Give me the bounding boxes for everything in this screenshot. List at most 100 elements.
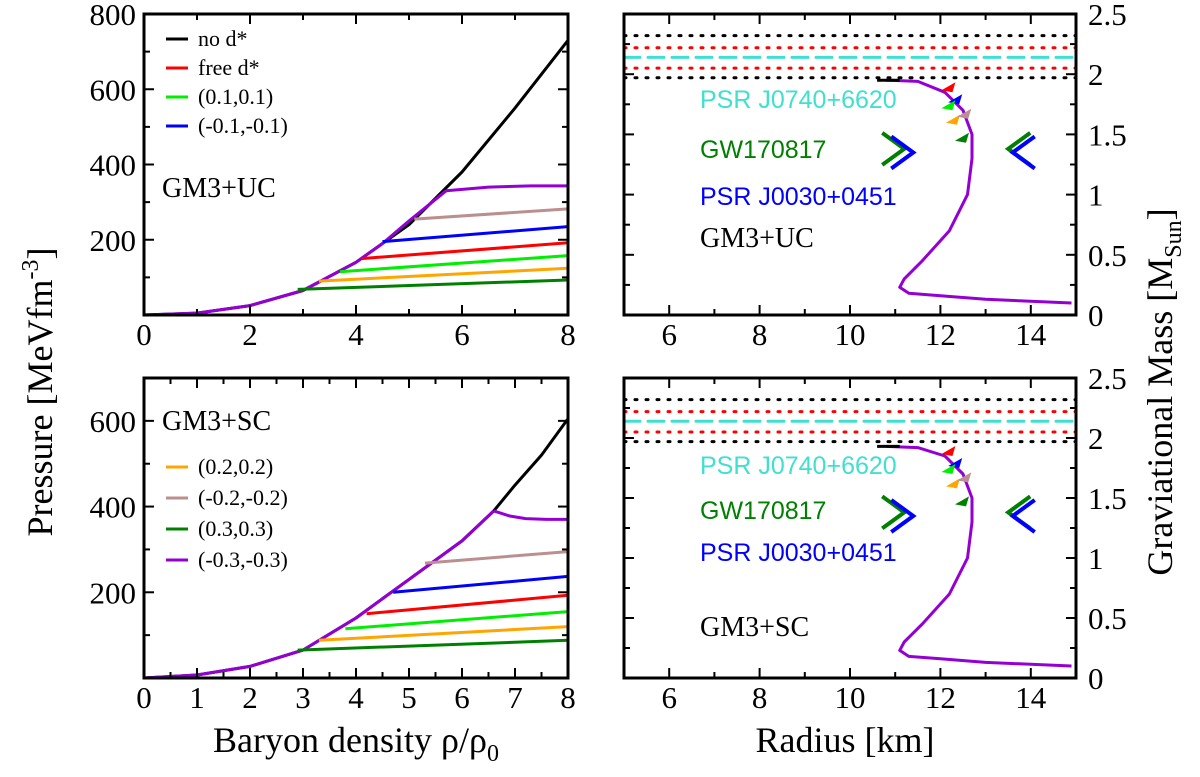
x-tick-label-bottom-left: 6 bbox=[454, 680, 470, 715]
x-tick-label-bottom-left: 8 bbox=[560, 680, 576, 715]
mr-marker-top-right-0 bbox=[941, 82, 956, 93]
x-tick-label-top-left: 8 bbox=[560, 317, 576, 352]
y-tick-label-top-right: 1.5 bbox=[1088, 117, 1127, 152]
left-x-axis-label: Baryon density ρ/ρ0 bbox=[213, 720, 499, 767]
y-tick-label-top-left: 600 bbox=[90, 72, 137, 107]
x-tick-label-top-left: 2 bbox=[242, 317, 258, 352]
right-y-axis-label: Graviational Mass [MSun] bbox=[1140, 208, 1187, 575]
x-tick-label-bottom-left: 1 bbox=[189, 680, 205, 715]
x-tick-label-top-left: 0 bbox=[136, 317, 152, 352]
series-top-left-2 bbox=[361, 241, 568, 261]
x-tick-label-bottom-left: 5 bbox=[401, 680, 417, 715]
mr-marker-bottom-right-0 bbox=[941, 446, 956, 456]
gw-marker-top-right-1 bbox=[890, 134, 917, 171]
series-bottom-left-1 bbox=[144, 509, 495, 678]
mr-marker-top-right-4 bbox=[957, 108, 972, 119]
obs-psr0030-top: PSR J0030+0451 bbox=[700, 183, 897, 211]
y-tick-label-top-left: 800 bbox=[90, 0, 137, 32]
top-left-model-label: GM3+UC bbox=[162, 173, 276, 204]
plot-area-top-right bbox=[624, 34, 1076, 305]
series-bottom-left-8 bbox=[493, 509, 568, 521]
x-tick-label-bottom-left: 3 bbox=[295, 680, 311, 715]
series-top-left-6 bbox=[414, 207, 568, 221]
x-tick-label-bottom-left: 7 bbox=[507, 680, 523, 715]
right-x-axis-label: Radius [km] bbox=[756, 720, 935, 760]
y-tick-label-bottom-right: 2.5 bbox=[1088, 361, 1127, 396]
x-tick-label-bottom-right: 10 bbox=[835, 680, 866, 715]
x-tick-label-bottom-right: 6 bbox=[661, 680, 677, 715]
mr-marker-top-right-2 bbox=[941, 100, 956, 111]
gw-marker-top-right-0 bbox=[881, 131, 908, 167]
y-tick-label-top-right: 0 bbox=[1088, 298, 1104, 333]
series-top-right-0 bbox=[886, 78, 1072, 305]
panel-top-left: 0 2 4 6 8 200 400 600 800 bbox=[90, 0, 576, 352]
y-tick-label-top-left: 400 bbox=[90, 148, 137, 183]
y-tick-label-bottom-right: 1.5 bbox=[1088, 481, 1127, 516]
y-tick-label-top-left: 200 bbox=[90, 223, 137, 258]
bottom-right-model-label: GM3+SC bbox=[700, 612, 809, 643]
gw-marker-top-right-3 bbox=[1009, 134, 1036, 171]
x-tick-label-bottom-right: 8 bbox=[752, 680, 768, 715]
y-tick-label-bottom-left: 200 bbox=[90, 575, 137, 610]
x-tick-label-top-right: 14 bbox=[1015, 317, 1047, 352]
y-tick-label-bottom-left: 400 bbox=[90, 490, 137, 525]
bottom-left-model-label: GM3+SC bbox=[162, 406, 271, 437]
left-y-label-sup: -3 bbox=[18, 260, 44, 280]
right-y-label-end: ] bbox=[1140, 208, 1180, 220]
y-tick-label-top-right: 2 bbox=[1088, 57, 1104, 92]
gw-marker-bottom-right-1 bbox=[890, 498, 917, 534]
x-tick-label-bottom-left: 4 bbox=[348, 680, 364, 715]
panel-bottom-left: 0 1 2 3 4 5 6 7 8 200 400 600 bbox=[90, 376, 576, 715]
frame-bottom-right bbox=[622, 376, 1078, 680]
left-y-axis-label: Pressure [MeVfm-3] bbox=[18, 248, 60, 537]
x-tick-label-top-right: 10 bbox=[835, 317, 866, 352]
gw-marker-bottom-right-3 bbox=[1009, 498, 1036, 534]
x-tick-label-top-right: 6 bbox=[661, 317, 677, 352]
x-tick-label-bottom-right: 12 bbox=[925, 680, 956, 715]
left-y-label-end: ] bbox=[20, 248, 60, 260]
right-y-label-sub: Sun bbox=[1161, 220, 1187, 257]
x-tick-label-top-right: 12 bbox=[925, 317, 956, 352]
gw-marker-bottom-right-0 bbox=[881, 494, 908, 531]
plot-area-top-left bbox=[144, 39, 568, 315]
x-tick-label-bottom-left: 2 bbox=[242, 680, 258, 715]
left-y-label-main: Pressure [MeVfm bbox=[20, 280, 60, 537]
series-top-left-4 bbox=[382, 225, 568, 244]
series-top-left-3 bbox=[339, 254, 568, 274]
top-right-model-label: GM3+UC bbox=[700, 223, 814, 254]
series-top-left-8 bbox=[445, 184, 568, 193]
mr-marker-top-right-1 bbox=[948, 94, 963, 105]
x-tick-label-bottom-right: 14 bbox=[1015, 680, 1047, 715]
series-top-left-7 bbox=[297, 278, 568, 291]
obs-gw-top: GW170817 bbox=[700, 136, 826, 164]
plot-area-bottom-left bbox=[144, 417, 568, 678]
frame-top-right bbox=[622, 12, 1078, 317]
mr-marker-top-right-3 bbox=[945, 114, 960, 125]
y-tick-label-top-right: 1 bbox=[1088, 178, 1104, 213]
series-bottom-left-5 bbox=[318, 625, 568, 642]
x-tick-label-bottom-left: 0 bbox=[136, 680, 152, 715]
x-tick-label-top-left: 6 bbox=[454, 317, 470, 352]
series-bottom-left-2 bbox=[366, 593, 568, 616]
legend-label-bottom-0: (0.2,0.2) bbox=[198, 454, 273, 479]
left-x-label-main: Baryon density ρ/ρ bbox=[213, 720, 487, 760]
legend-label-bottom-1: (-0.2,-0.2) bbox=[198, 485, 288, 510]
mr-marker-bottom-right-3 bbox=[945, 478, 960, 489]
left-x-label-sub: 0 bbox=[487, 741, 499, 767]
x-tick-label-top-right: 8 bbox=[752, 317, 768, 352]
y-tick-label-top-right: 2.5 bbox=[1088, 0, 1127, 32]
y-tick-label-bottom-right: 0.5 bbox=[1088, 601, 1127, 636]
mr-marker-bottom-right-5 bbox=[955, 496, 969, 507]
y-tick-label-bottom-right: 0 bbox=[1088, 661, 1104, 696]
legend-label-top-0: no d* bbox=[198, 26, 248, 51]
series-top-left-5 bbox=[318, 266, 568, 283]
right-y-label-main: Graviational Mass [M bbox=[1140, 258, 1180, 576]
plot-area-bottom-right bbox=[624, 398, 1076, 668]
series-top-left-1 bbox=[144, 189, 448, 315]
y-tick-label-top-right: 0.5 bbox=[1088, 238, 1127, 273]
y-tick-label-bottom-right: 2 bbox=[1088, 421, 1104, 456]
mr-marker-bottom-right-2 bbox=[941, 464, 956, 474]
mr-marker-bottom-right-1 bbox=[948, 458, 963, 468]
legend-label-bottom-2: (0.3,0.3) bbox=[198, 516, 273, 541]
